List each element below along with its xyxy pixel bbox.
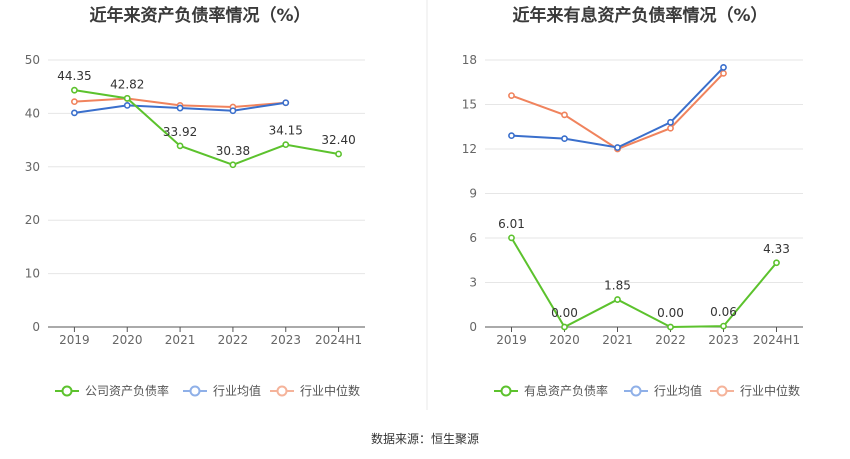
data-source: 数据来源：恒生聚源	[371, 431, 479, 446]
data-point-company[interactable]	[614, 296, 621, 303]
y-tick-label: 18	[462, 53, 477, 67]
data-label: 0.00	[551, 306, 578, 320]
legend-label: 公司资产负债率	[85, 383, 169, 398]
x-tick-label: 2021	[602, 333, 633, 347]
x-tick-label: 2020	[112, 333, 143, 347]
data-label: 0.00	[657, 306, 684, 320]
data-label: 33.92	[163, 125, 197, 139]
data-point-industry-average[interactable]	[176, 104, 184, 112]
y-tick-label: 0	[32, 320, 40, 334]
chart-panel-interest-bearing-debt-ratio: 近年来有息资产负债率情况（%） 0 3 6 9 12 15 18 2019 2020 2021 202…	[462, 5, 803, 398]
data-point-industry-average[interactable]	[71, 109, 78, 117]
legend-label: 行业均值	[654, 383, 702, 398]
data-point-company[interactable]	[720, 322, 727, 330]
legend-item-industry-median[interactable]: 行业中位数	[270, 383, 360, 398]
legend-marker-swatch	[500, 385, 512, 397]
legend-marker-swatch	[716, 385, 728, 397]
y-tick-label: 30	[25, 160, 40, 174]
data-point-industry-average[interactable]	[614, 144, 621, 151]
data-point-industry-average[interactable]	[282, 99, 290, 107]
chart-title: 近年来资产负债率情况（%）	[89, 5, 310, 26]
legend-marker-swatch	[189, 385, 201, 397]
data-point-industry-average[interactable]	[508, 132, 515, 140]
data-point-company[interactable]	[561, 323, 568, 331]
data-point-company[interactable]	[229, 161, 237, 169]
y-tick-label: 15	[462, 98, 477, 112]
data-label: 44.35	[57, 69, 91, 83]
y-tick-label: 40	[25, 106, 40, 120]
data-point-company[interactable]	[667, 323, 674, 331]
chart-panel-debt-ratio: 近年来资产负债率情况（%） 0 10 20 30 40 50 2019 2020 2021 2022…	[25, 5, 365, 398]
legend-item-industry-average[interactable]: 行业均值	[624, 383, 702, 398]
y-tick-label: 3	[469, 276, 477, 290]
y-tick-label: 12	[462, 142, 477, 156]
legend-marker-swatch	[630, 385, 642, 397]
x-tick-label: 2023	[270, 333, 301, 347]
data-point-company[interactable]	[282, 141, 290, 149]
data-point-company[interactable]	[123, 94, 131, 102]
data-label: 30.38	[216, 144, 250, 158]
data-point-industry-median[interactable]	[667, 124, 674, 132]
data-point-company[interactable]	[71, 86, 78, 94]
legend-label: 行业中位数	[300, 383, 360, 398]
x-tick-label: 2023	[708, 333, 739, 347]
legend-label: 行业均值	[213, 383, 261, 398]
data-point-company[interactable]	[176, 142, 184, 150]
x-tick-label: 2019	[496, 333, 527, 347]
y-tick-label: 9	[469, 187, 477, 201]
series-line-company	[510, 237, 778, 329]
y-tick-label: 6	[469, 231, 477, 245]
data-point-industry-average[interactable]	[561, 135, 568, 143]
series-line-company	[74, 89, 339, 166]
legend-label: 有息资产负债率	[524, 383, 608, 398]
data-point-industry-median[interactable]	[71, 98, 78, 106]
y-tick-label: 20	[25, 213, 40, 227]
data-label: 1.85	[604, 279, 631, 293]
data-point-industry-median[interactable]	[508, 92, 515, 99]
data-point-company[interactable]	[508, 234, 515, 242]
y-tick-label: 0	[469, 320, 477, 334]
legend-marker-swatch	[61, 385, 73, 397]
data-label: 32.40	[321, 133, 355, 147]
legend-item-company-ratio[interactable]: 有息资产负债率	[494, 383, 608, 398]
data-point-industry-average[interactable]	[229, 107, 237, 115]
x-tick-label: 2024H1	[753, 333, 800, 347]
y-tick-label: 50	[25, 53, 40, 67]
data-label: 0.06	[710, 305, 737, 319]
data-label: 4.33	[763, 242, 790, 256]
legend-label: 行业中位数	[740, 383, 800, 398]
data-point-industry-average[interactable]	[667, 118, 674, 126]
legend-item-industry-median[interactable]: 行业中位数	[710, 383, 800, 398]
chart-title: 近年来有息资产负债率情况（%）	[512, 5, 767, 26]
x-tick-label: 2019	[59, 333, 90, 347]
data-point-company[interactable]	[335, 150, 342, 158]
x-tick-label: 2020	[549, 333, 580, 347]
x-tick-label: 2022	[218, 333, 249, 347]
data-point-industry-median[interactable]	[720, 69, 727, 77]
data-label: 42.82	[110, 77, 144, 91]
legend-marker-swatch	[276, 385, 288, 397]
data-point-company[interactable]	[773, 259, 780, 267]
x-tick-label: 2021	[165, 333, 196, 347]
data-point-industry-average[interactable]	[720, 64, 727, 71]
data-point-industry-average[interactable]	[123, 101, 131, 109]
legend-item-company-ratio[interactable]: 公司资产负债率	[55, 383, 169, 398]
legend-item-industry-average[interactable]: 行业均值	[183, 383, 261, 398]
data-point-industry-median[interactable]	[561, 111, 568, 119]
y-tick-label: 10	[25, 267, 40, 281]
x-tick-label: 2024H1	[315, 333, 362, 347]
x-tick-label: 2022	[655, 333, 686, 347]
data-label: 34.15	[269, 124, 303, 138]
data-label: 6.01	[498, 217, 525, 231]
